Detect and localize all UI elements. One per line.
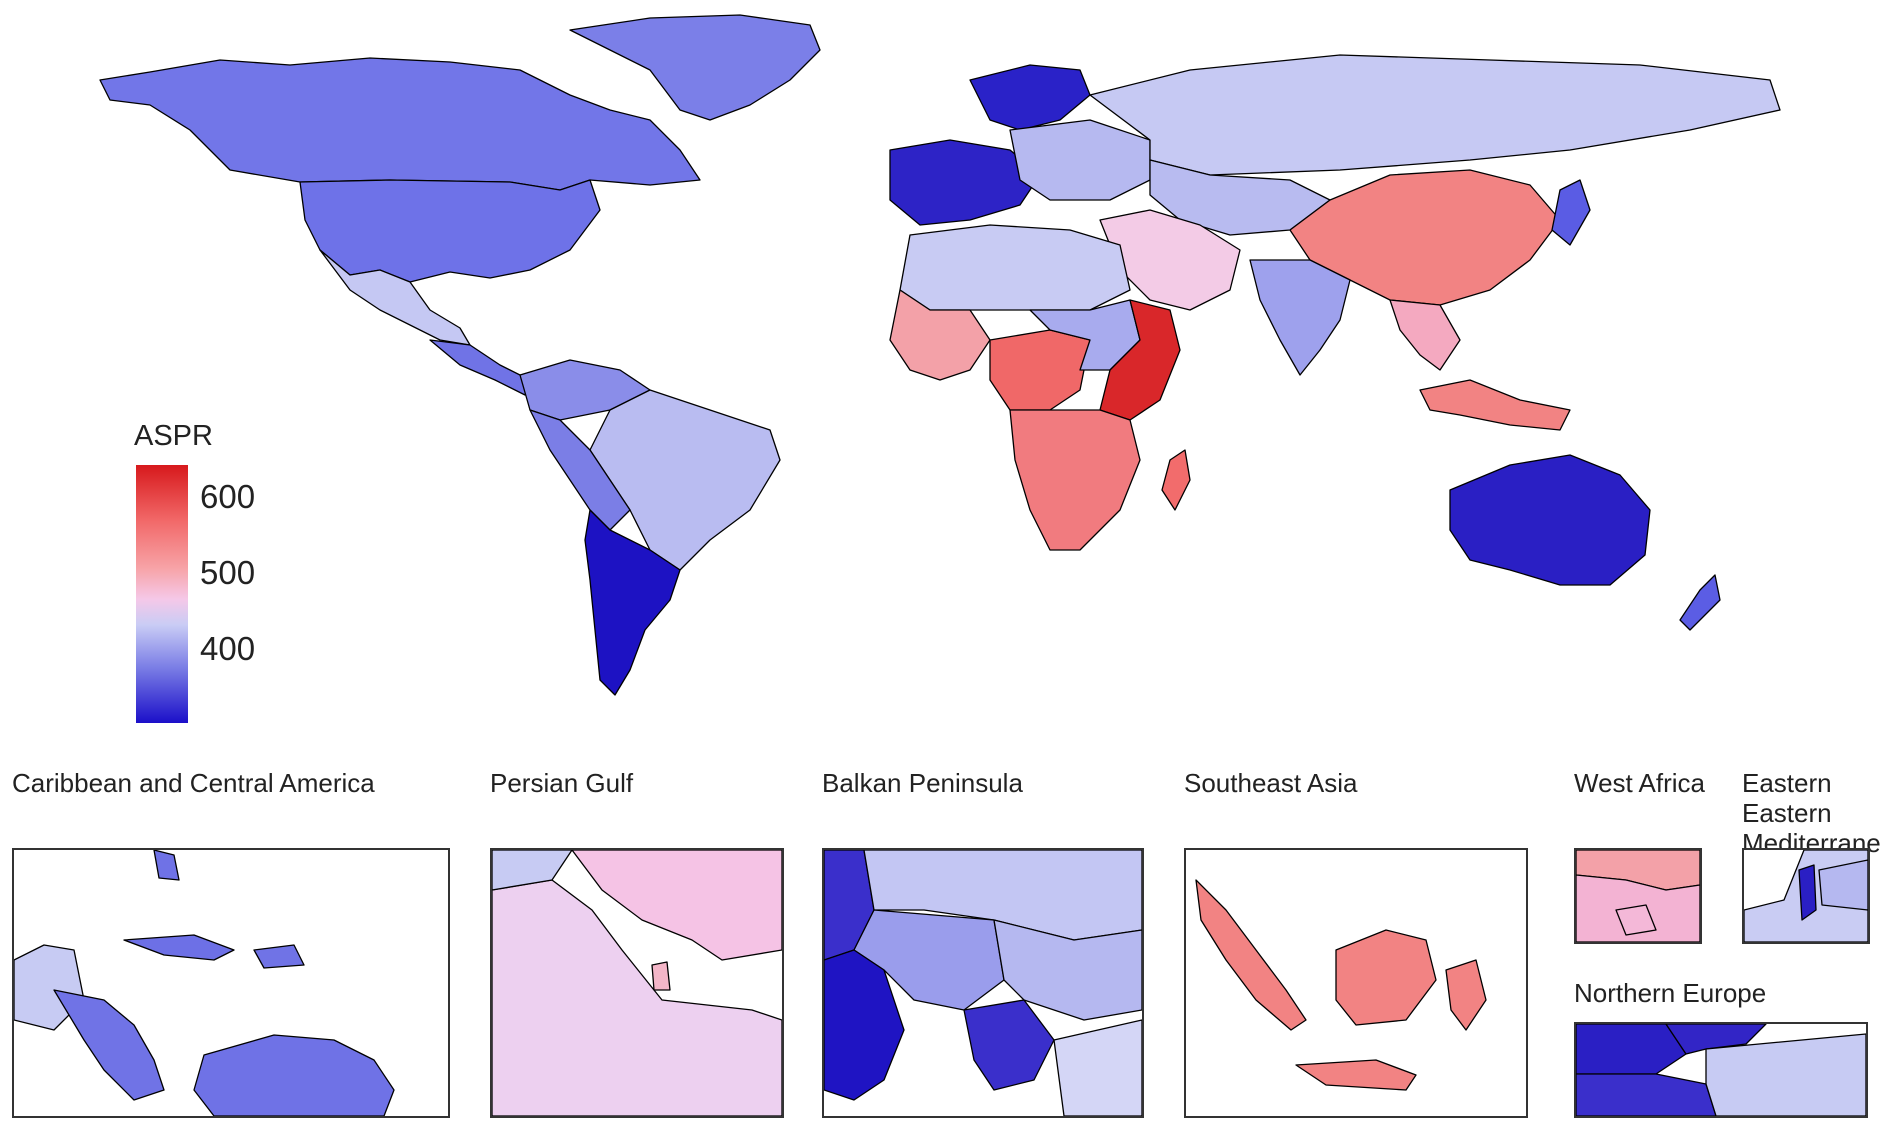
inset-balkan <box>822 848 1144 1118</box>
greenland-region <box>569 14 821 121</box>
north-africa-region <box>899 224 1131 311</box>
legend-title: ASPR <box>134 420 213 452</box>
world-map <box>99 14 1781 696</box>
canada-region <box>99 57 701 191</box>
mexico-region <box>319 249 471 346</box>
eastern-europe-region <box>1009 119 1151 201</box>
legend-tick-high: 600 <box>200 478 256 515</box>
australia-region <box>1449 454 1651 586</box>
inset-title-balkan: Balkan Peninsula <box>822 768 1023 798</box>
andes-region <box>529 409 631 531</box>
argentina-region <box>584 509 681 696</box>
inset-persian-gulf <box>490 848 784 1118</box>
southern-africa-region <box>1009 409 1141 551</box>
inset-title-west-africa: West Africa <box>1574 768 1706 798</box>
india-region <box>1249 259 1351 376</box>
inset-title-northern-europe: Northern Europe <box>1574 978 1767 1008</box>
madagascar-region <box>1161 449 1191 511</box>
indonesia-region <box>1419 379 1571 431</box>
new-zealand-region <box>1679 574 1721 631</box>
inset-southeast-asia <box>1184 848 1528 1118</box>
inset-northern-europe <box>1574 1022 1868 1118</box>
western-europe-region <box>889 139 1041 226</box>
usa-region <box>299 179 601 283</box>
inset-caribbean <box>12 848 450 1118</box>
inset-west-africa <box>1574 848 1702 944</box>
central-africa-region <box>989 329 1091 411</box>
inset-title-caribbean: Caribbean and Central America <box>12 768 375 798</box>
scandinavia-region <box>969 64 1091 131</box>
central-america-region <box>429 339 531 396</box>
middle-east-region <box>1099 209 1241 311</box>
inset-title-eastern-med: Eastern Eastern Mediterrane <box>1742 768 1881 858</box>
legend-color-bar <box>136 465 188 723</box>
inset-eastern-med <box>1742 848 1870 944</box>
west-africa-region <box>889 289 991 381</box>
japan-region <box>1551 179 1591 246</box>
legend-tick-mid: 500 <box>200 554 256 591</box>
southeast-asia-mainland-region <box>1389 299 1461 371</box>
inset-title-southeast-asia: Southeast Asia <box>1184 768 1358 798</box>
inset-title-persian-gulf: Persian Gulf <box>490 768 634 798</box>
legend-tick-low: 400 <box>200 630 256 667</box>
color-legend: ASPR 600 500 400 <box>128 420 328 740</box>
russia-region <box>1089 54 1781 176</box>
